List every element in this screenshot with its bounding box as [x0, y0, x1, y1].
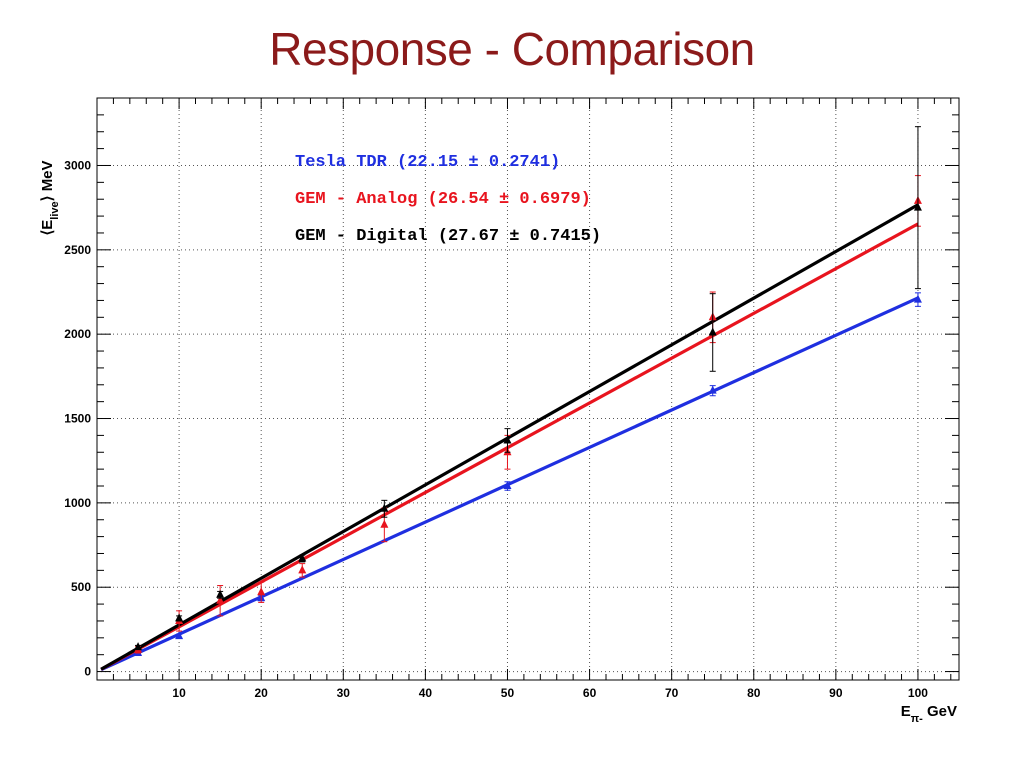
x-tick-label: 40 — [419, 686, 433, 700]
triangle-marker — [708, 385, 717, 394]
legend-entry: GEM - Digital (27.67 ± 0.7415) — [295, 227, 601, 246]
data-point — [134, 642, 143, 651]
x-tick-label: 10 — [172, 686, 186, 700]
triangle-marker — [708, 327, 717, 336]
axis-ticks: 10 20 30 40 50 60 70 80 90 1000500100015002000250… — [64, 98, 959, 700]
page-title: Response - Comparison — [269, 23, 755, 75]
x-axis-label: Eπ- GeV — [901, 703, 957, 725]
x-tick-label: 50 — [501, 686, 515, 700]
data-point — [216, 589, 225, 599]
data-point — [913, 126, 922, 290]
y-tick-label: 1500 — [64, 412, 91, 426]
triangle-marker — [216, 589, 225, 598]
data-point — [298, 553, 307, 563]
y-tick-label: 3000 — [64, 158, 91, 172]
data-point — [503, 481, 512, 491]
x-tick-label: 90 — [829, 686, 843, 700]
fit-line — [100, 296, 919, 672]
data-point — [175, 631, 184, 640]
data-point — [257, 581, 266, 603]
triangle-marker — [257, 587, 266, 596]
data-point — [708, 293, 717, 372]
legend: Tesla TDR (22.15 ± 0.2741) GEM - Analog (… — [295, 153, 601, 246]
triangle-marker — [380, 503, 389, 512]
x-tick-label: 70 — [665, 686, 679, 700]
data-point — [708, 385, 717, 397]
triangle-marker — [134, 642, 143, 651]
fit-line — [100, 222, 919, 671]
triangle-marker — [175, 631, 184, 640]
y-tick-label: 0 — [84, 665, 91, 679]
triangle-marker — [298, 553, 307, 562]
legend-entry: Tesla TDR (22.15 ± 0.2741) — [295, 153, 560, 172]
triangle-marker — [216, 595, 225, 604]
triangle-marker — [503, 481, 512, 489]
fit-lines — [100, 203, 919, 672]
x-tick-label: 100 — [908, 686, 928, 700]
triangle-marker — [913, 202, 922, 211]
x-tick-label: 80 — [747, 686, 761, 700]
y-tick-label: 2000 — [64, 327, 91, 341]
legend-entry: GEM - Analog (26.54 ± 0.6979) — [295, 190, 591, 209]
data-points — [134, 126, 922, 657]
y-tick-label: 1000 — [64, 496, 91, 510]
plot-frame — [96, 97, 960, 681]
triangle-marker — [298, 565, 307, 574]
triangle-marker — [175, 613, 184, 622]
x-tick-label: 60 — [583, 686, 597, 700]
x-tick-label: 30 — [337, 686, 351, 700]
data-point — [298, 563, 307, 578]
triangle-marker — [380, 519, 389, 528]
data-point — [913, 292, 922, 307]
y-axis-label: ⟨Elive⟩ MeV — [39, 160, 61, 235]
triangle-marker — [913, 294, 922, 303]
x-tick-label: 20 — [255, 686, 269, 700]
fit-line — [100, 203, 919, 671]
y-tick-label: 2500 — [64, 243, 91, 257]
data-point — [503, 428, 512, 453]
data-point — [380, 499, 389, 518]
y-tick-label: 500 — [71, 580, 91, 594]
data-point — [175, 613, 184, 622]
triangle-marker — [503, 435, 512, 444]
